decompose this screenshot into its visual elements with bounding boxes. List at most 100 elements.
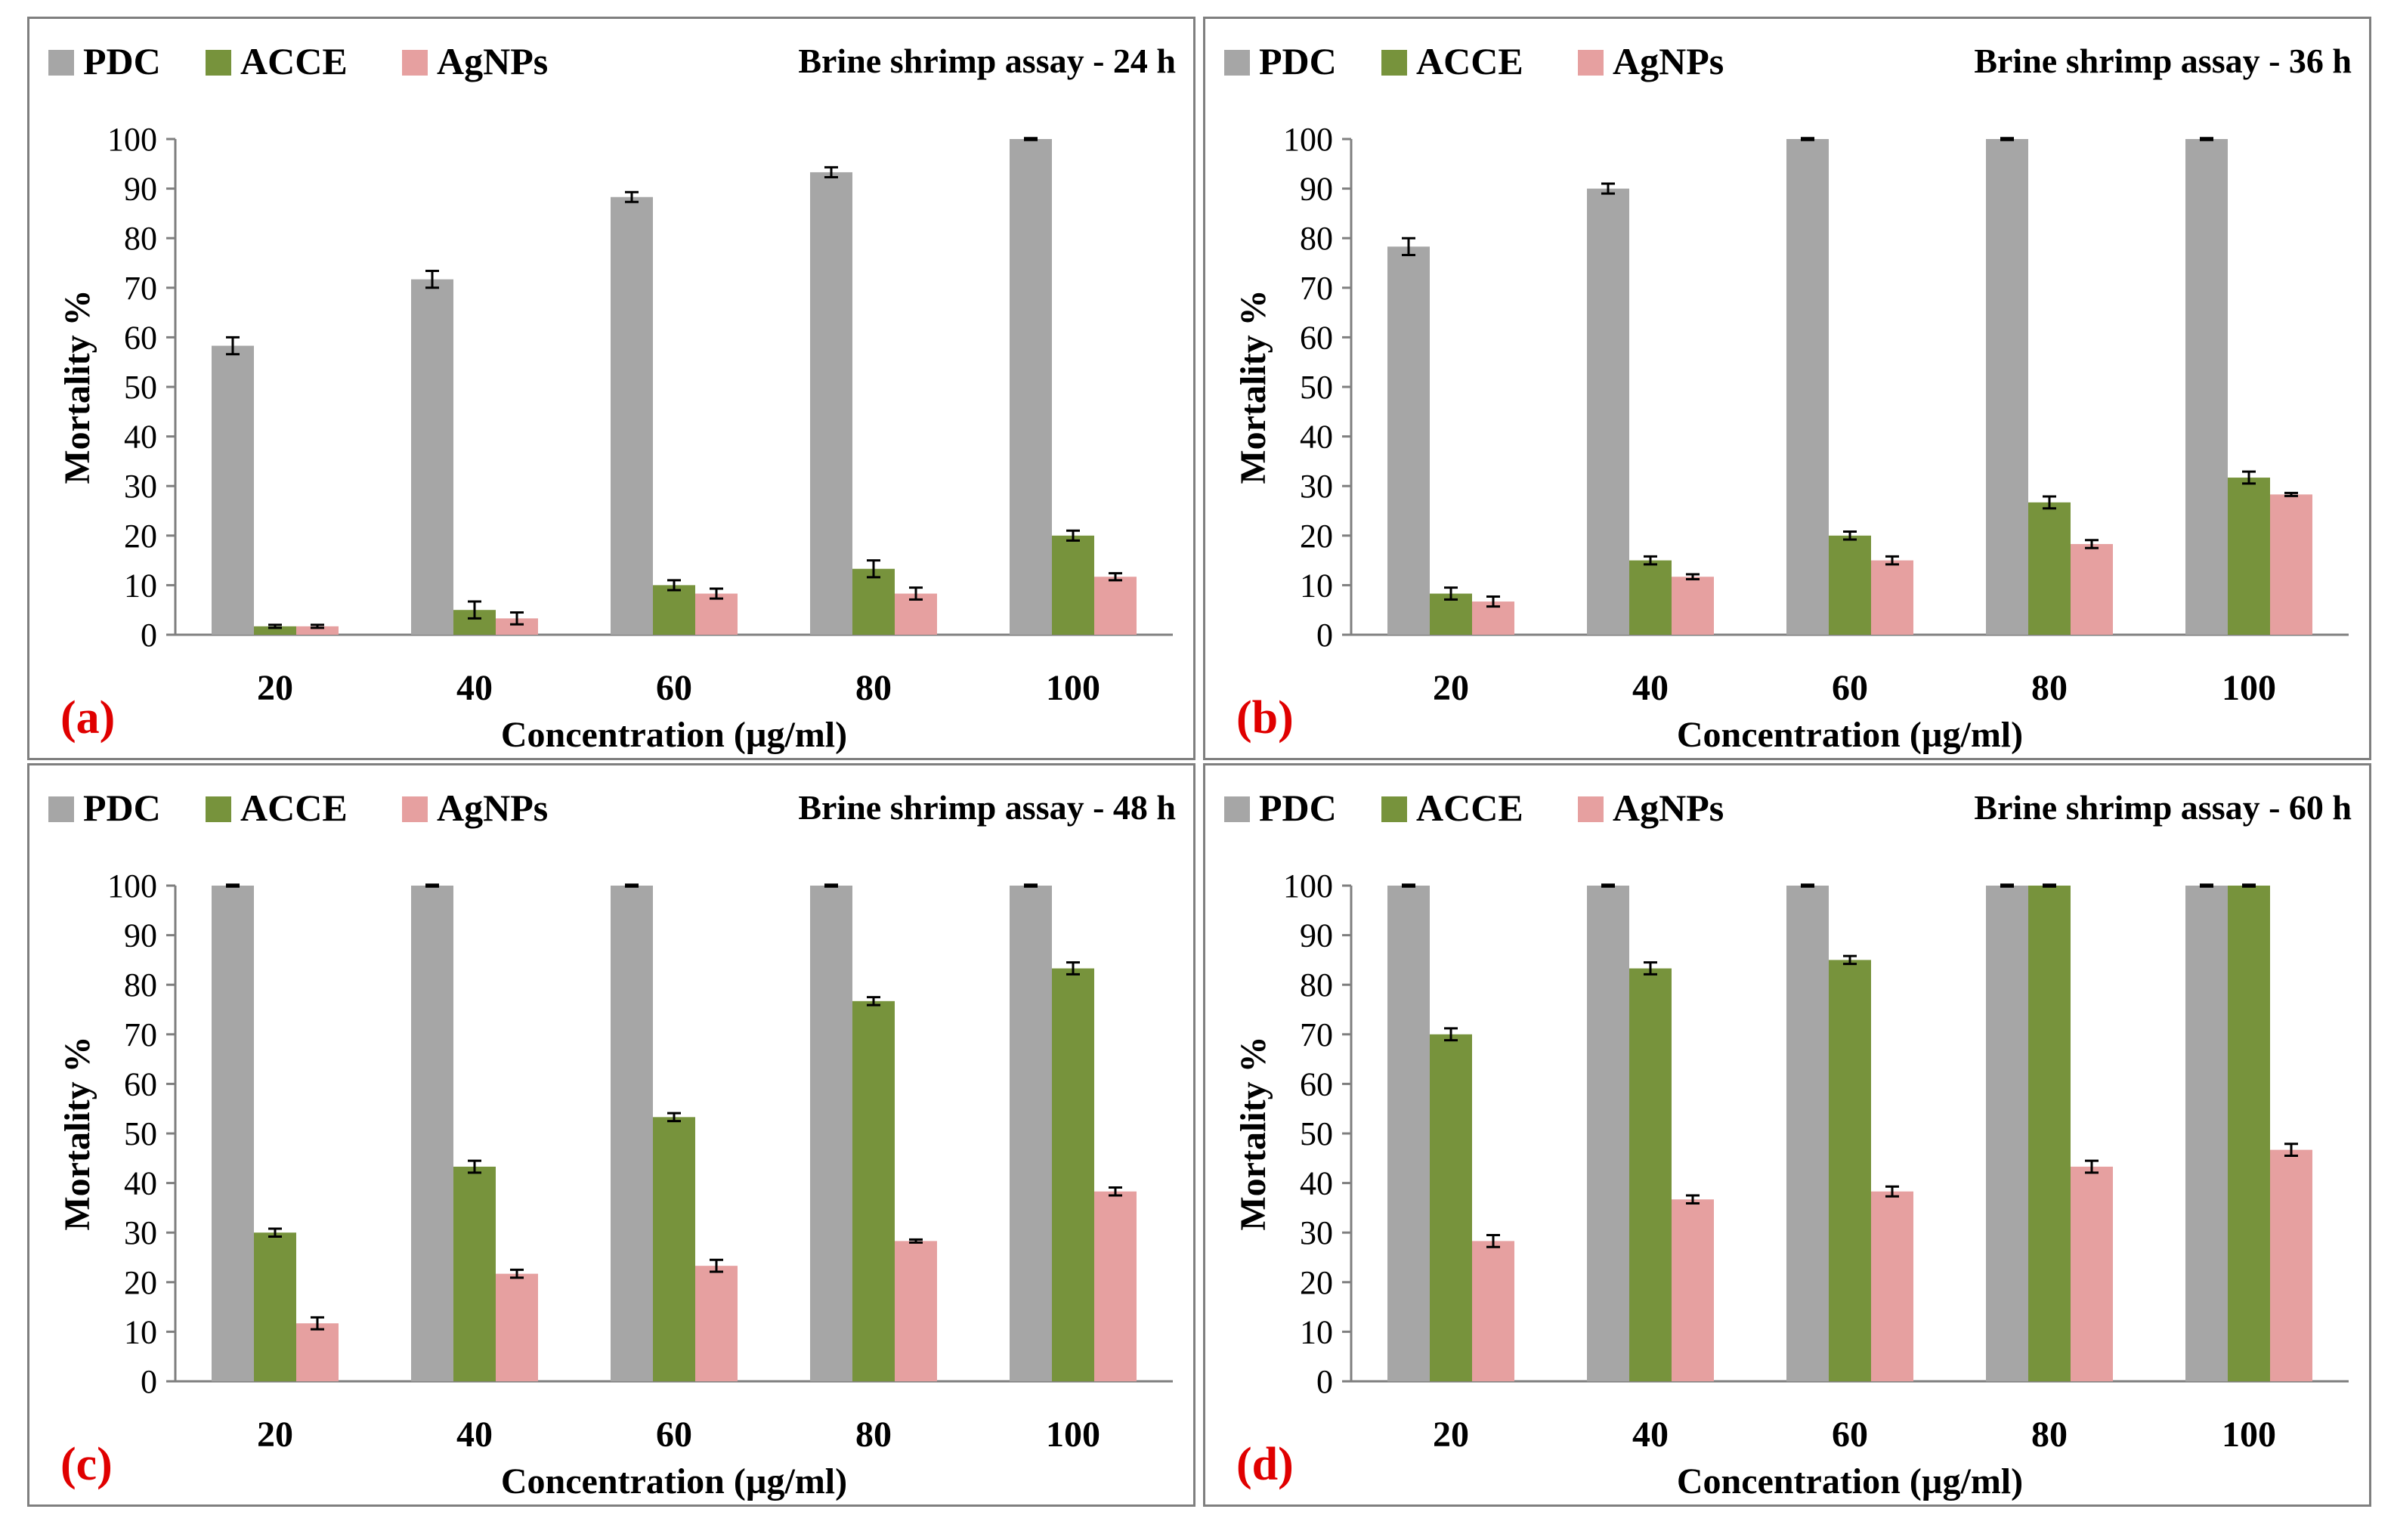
bar-acce-20 — [254, 626, 296, 635]
bar-acce-100 — [2228, 478, 2270, 635]
chart-title: Brine shrimp assay - 60 h — [1974, 788, 2352, 827]
legend-swatch-acce — [206, 50, 231, 76]
bar-pdc-80 — [810, 172, 852, 635]
bar-acce-20 — [1430, 1034, 1472, 1381]
x-tick-label: 40 — [1632, 668, 1669, 708]
bar-pdc-60 — [1786, 139, 1829, 635]
bar-pdc-20 — [1387, 886, 1430, 1381]
legend-label-agnps: AgNPs — [437, 40, 548, 82]
y-tick-label: 60 — [1300, 319, 1333, 356]
y-tick-label: 90 — [1300, 171, 1333, 208]
legend-swatch-pdc — [1224, 50, 1250, 76]
y-tick-label: 50 — [124, 1115, 157, 1152]
panel-label: (a) — [60, 692, 115, 744]
chart-panel-3: Brine shrimp assay - 60 h PDC ACCE AgNPs 0 10… — [1203, 763, 2371, 1507]
bar-pdc-40 — [411, 279, 453, 635]
y-tick-label: 80 — [124, 220, 157, 257]
bar-acce-60 — [653, 585, 695, 635]
y-tick-label: 30 — [1300, 468, 1333, 505]
legend-swatch-agnps — [402, 796, 428, 822]
x-tick-label: 20 — [257, 668, 293, 708]
y-tick-label: 20 — [1300, 1264, 1333, 1301]
legend-swatch-agnps — [402, 50, 428, 76]
bar-pdc-60 — [1786, 886, 1829, 1381]
y-tick-label: 90 — [124, 171, 157, 208]
panel-label: (b) — [1236, 692, 1294, 744]
y-tick-label: 80 — [1300, 966, 1333, 1003]
bar-agnps-60 — [1871, 560, 1913, 635]
bar-agnps-20 — [1472, 1241, 1514, 1381]
bar-acce-40 — [1629, 560, 1672, 635]
bar-agnps-40 — [1672, 1199, 1714, 1381]
bar-pdc-80 — [1986, 886, 2028, 1381]
legend-swatch-pdc — [48, 796, 74, 822]
y-tick-label: 10 — [124, 567, 157, 604]
y-tick-label: 10 — [124, 1313, 157, 1350]
y-tick-label: 40 — [1300, 419, 1333, 456]
y-tick-label: 80 — [1300, 220, 1333, 257]
bar-agnps-20 — [296, 1323, 339, 1381]
chart-panel-1: Brine shrimp assay - 36 h PDC ACCE AgNPs 0 10… — [1203, 17, 2371, 760]
y-tick-label: 30 — [124, 468, 157, 505]
y-tick-label: 80 — [124, 966, 157, 1003]
legend-label-acce: ACCE — [1416, 40, 1523, 82]
bar-pdc-20 — [212, 886, 254, 1381]
bar-acce-40 — [453, 1166, 496, 1381]
legend-swatch-agnps — [1578, 50, 1604, 76]
y-tick-label: 40 — [1300, 1165, 1333, 1202]
y-tick-label: 40 — [124, 1165, 157, 1202]
y-tick-label: 100 — [107, 867, 157, 905]
x-tick-label: 40 — [456, 668, 493, 708]
bar-agnps-60 — [695, 593, 738, 635]
y-axis-label: Mortality % — [57, 289, 97, 484]
bar-pdc-100 — [1010, 886, 1052, 1381]
legend-label-agnps: AgNPs — [1613, 40, 1724, 82]
y-tick-label: 50 — [1300, 1115, 1333, 1152]
y-tick-label: 0 — [141, 1363, 157, 1400]
bar-agnps-40 — [496, 618, 538, 635]
x-tick-label: 60 — [656, 1415, 692, 1455]
bar-pdc-80 — [1986, 139, 2028, 635]
bar-agnps-20 — [296, 626, 339, 635]
x-axis-label: Concentration (µg/ml) — [1677, 1461, 2023, 1501]
y-tick-label: 0 — [141, 617, 157, 654]
bar-acce-40 — [1629, 968, 1672, 1381]
y-tick-label: 70 — [124, 270, 157, 307]
bar-acce-60 — [653, 1117, 695, 1381]
bar-acce-80 — [2028, 502, 2071, 635]
x-tick-label: 80 — [855, 1415, 892, 1455]
legend-swatch-agnps — [1578, 796, 1604, 822]
bar-pdc-80 — [810, 886, 852, 1381]
panel-label: (d) — [1236, 1439, 1294, 1490]
bar-pdc-40 — [1587, 188, 1629, 635]
bar-acce-100 — [1052, 535, 1094, 635]
bar-pdc-100 — [1010, 139, 1052, 635]
y-tick-label: 50 — [124, 369, 157, 406]
y-tick-label: 20 — [124, 1264, 157, 1301]
legend-label-pdc: PDC — [83, 787, 161, 829]
legend-label-acce: ACCE — [240, 787, 348, 829]
bar-agnps-100 — [2270, 494, 2312, 635]
bar-agnps-80 — [2071, 1166, 2113, 1381]
x-tick-label: 80 — [2031, 668, 2068, 708]
chart-title: Brine shrimp assay - 48 h — [798, 788, 1176, 827]
y-tick-label: 100 — [107, 121, 157, 158]
y-axis-label: Mortality % — [57, 1036, 97, 1230]
y-tick-label: 60 — [124, 319, 157, 356]
bar-acce-100 — [2228, 886, 2270, 1381]
x-tick-label: 100 — [2222, 1415, 2276, 1455]
y-tick-label: 0 — [1316, 617, 1333, 654]
x-tick-label: 80 — [2031, 1415, 2068, 1455]
legend-label-agnps: AgNPs — [1613, 787, 1724, 829]
y-tick-label: 20 — [124, 518, 157, 555]
chart-panel-2: Brine shrimp assay - 48 h PDC ACCE AgNPs 0 10… — [27, 763, 1195, 1507]
bar-agnps-40 — [496, 1273, 538, 1381]
x-axis-label: Concentration (µg/ml) — [501, 715, 847, 755]
chart-title: Brine shrimp assay - 24 h — [798, 42, 1176, 80]
bar-agnps-100 — [1094, 1191, 1137, 1381]
x-tick-label: 80 — [855, 668, 892, 708]
bar-agnps-80 — [2071, 543, 2113, 635]
x-tick-label: 100 — [2222, 668, 2276, 708]
y-tick-label: 60 — [1300, 1065, 1333, 1102]
